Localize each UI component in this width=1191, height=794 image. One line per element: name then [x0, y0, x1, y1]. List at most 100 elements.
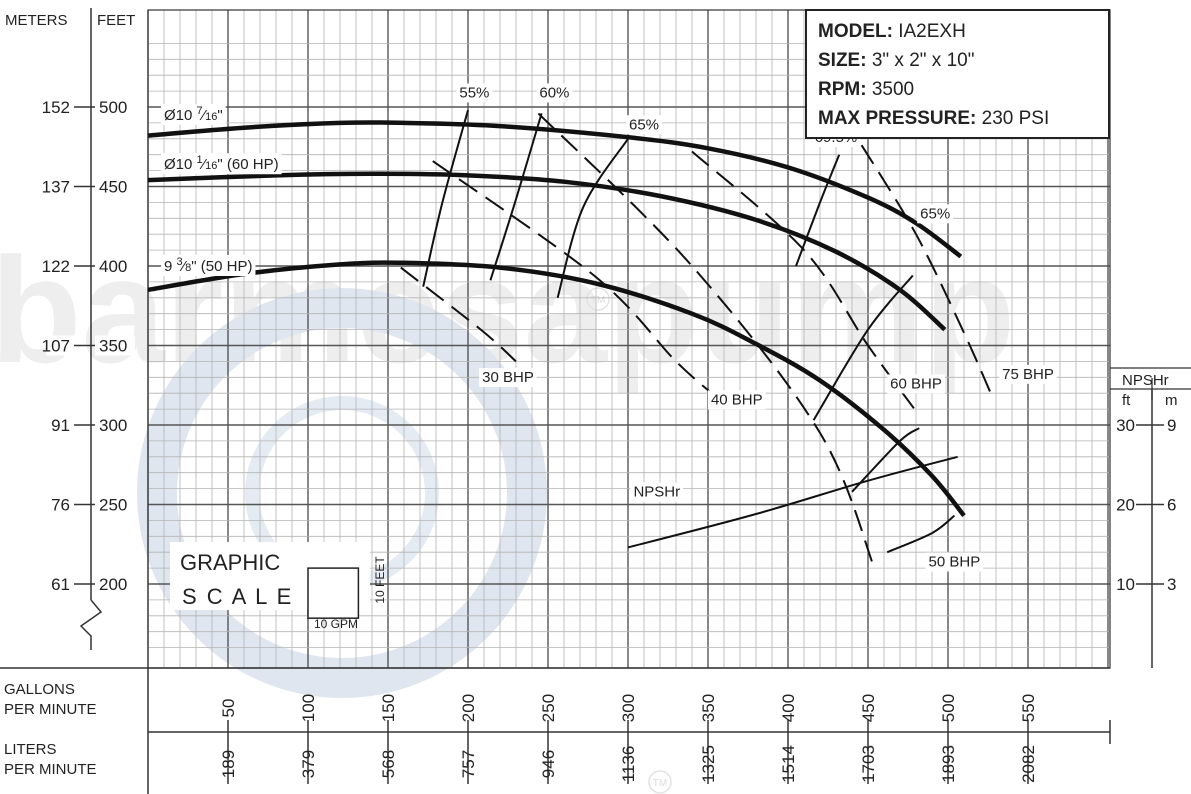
y-tick-bg: [95, 494, 135, 515]
gpm-tick-label: 400: [779, 694, 798, 722]
m-tick-bg: [46, 335, 74, 356]
npshr-title: NPSHr: [1122, 372, 1169, 389]
npshr-m-tick-label: 6: [1167, 496, 1176, 515]
x-tick: 150 568: [379, 694, 398, 784]
gpm-tick-label: 150: [379, 694, 398, 722]
lpm-tick-label: 757: [459, 750, 478, 778]
efficiency-label: 65%: [629, 116, 659, 133]
gpm-tick-label: 500: [939, 694, 958, 722]
efficiency-curve: [489, 113, 543, 281]
bhp-label-bg: [887, 374, 945, 394]
meters-tick-label: 61: [51, 575, 70, 594]
head-curve-label: 9 3⁄8" (50 HP): [164, 256, 252, 275]
y-tick-bg: [95, 415, 135, 435]
head-curve-label: Ø10 1⁄16" (60 HP): [164, 154, 279, 173]
y-tick-bg: [95, 574, 135, 594]
info-row: SIZE: 3" x 2" x 10": [818, 50, 974, 71]
feet-tick-label: 500: [99, 98, 127, 117]
npshr-curve: [627, 455, 958, 549]
bhp-label: 60 BHP: [890, 375, 942, 392]
meters-tick-label: 91: [51, 416, 70, 435]
efficiency-curve: [795, 154, 841, 267]
chart-curves: [147, 109, 994, 569]
bhp-curve: [432, 160, 719, 399]
meters-tick-label: 122: [42, 257, 70, 276]
m-tick-bg: [46, 415, 74, 435]
lpm-tick-label: 189: [219, 750, 238, 778]
m-tick-bg: [46, 574, 74, 594]
efficiency-label-bg: [536, 83, 573, 103]
lpm-axis-label: LITERS: [4, 741, 57, 758]
y-tick: 200 61: [46, 574, 135, 594]
lpm-tick-label: 1325: [699, 745, 718, 783]
gpm-tick-label: 100: [299, 694, 318, 722]
npshr-tick: 30 9: [1116, 416, 1176, 435]
y-tick: 250 76: [46, 494, 135, 515]
gpm-axis-label: GALLONS: [4, 681, 75, 698]
gpm-tick-label: 550: [1019, 694, 1038, 722]
y-tick-bg: [95, 176, 135, 197]
npshr-ft-tick-label: 10: [1116, 575, 1135, 594]
feet-tick-label: 300: [99, 416, 127, 435]
m-tick-bg: [46, 256, 74, 276]
chart-axes: METERS FEET500152450137400122350107300912…: [4, 12, 1191, 784]
gpm-axis-label: PER MINUTE: [4, 701, 97, 718]
chart-curve-labels: Ø10 7⁄16" Ø10 1⁄16" (60 HP) 9 3⁄8" (50 HP)…: [161, 83, 1057, 572]
npshr-curve-label: NPSHr: [633, 484, 680, 501]
npshr-tick: 10 3: [1116, 575, 1176, 594]
y-tick-bg: [95, 256, 135, 276]
efficiency-curve: [812, 274, 914, 421]
scale-y-label: 10 FEET: [373, 556, 387, 604]
npshr-axis: NPSHr ft m 30 9 20 6 10 3: [1110, 367, 1191, 668]
trademark-circle: [648, 770, 672, 794]
feet-tick-label: 450: [99, 178, 127, 197]
trademark-icon: TM: [648, 770, 672, 794]
head-curve-label: Ø10 7⁄16": [164, 105, 223, 124]
npshr-ft-tick-label: 20: [1116, 496, 1135, 515]
meters-axis-label: METERS: [5, 12, 68, 29]
meters-tick-label: 76: [51, 496, 70, 515]
npshr-m-tick-label: 3: [1167, 575, 1176, 594]
head-curve: [147, 171, 947, 332]
x-tick: 300 1136: [619, 694, 638, 784]
x-tick: 250 946: [539, 694, 558, 784]
gpm-tick-label: 300: [619, 694, 638, 722]
lpm-axis-label: PER MINUTE: [4, 761, 97, 778]
gpm-tick-label: 350: [699, 694, 718, 722]
y-tick-bg: [95, 97, 135, 117]
efficiency-label: 55%: [459, 84, 489, 101]
m-tick-bg: [46, 97, 74, 117]
efficiency-label: 65%: [920, 205, 950, 222]
x-tick: 500 1893: [939, 694, 958, 784]
gpm-tick-label: 450: [859, 694, 878, 722]
trademark-icon: TM: [586, 287, 610, 311]
meters-tick-label: 137: [42, 178, 70, 197]
bhp-label: 75 BHP: [1002, 366, 1054, 383]
head-label-bg: [161, 153, 282, 175]
efficiency-label-bg: [625, 115, 663, 135]
feet-tick-label: 400: [99, 257, 127, 276]
bhp-curve: [400, 266, 517, 363]
trademark-text: TM: [591, 295, 605, 306]
y-tick: 500 152: [42, 97, 135, 117]
npshr-m-tick-label: 9: [1167, 416, 1176, 435]
gpm-tick-label: 200: [459, 694, 478, 722]
head-curve: [147, 260, 966, 518]
feet-tick-label: 250: [99, 496, 127, 515]
bhp-curve: [860, 144, 994, 399]
bhp-label-bg: [925, 552, 984, 572]
lpm-tick-label: 2082: [1019, 745, 1038, 783]
info-box-border: [805, 9, 1110, 139]
efficiency-label-bg: [456, 83, 493, 103]
m-tick-bg: [46, 494, 74, 515]
lpm-tick-label: 946: [539, 750, 558, 778]
m-tick-bg: [46, 176, 74, 197]
y-tick-bg: [95, 335, 135, 356]
x-tick: 350 1325: [699, 694, 718, 784]
feet-tick-label: 200: [99, 575, 127, 594]
info-row: MAX PRESSURE: 230 PSI: [818, 108, 1049, 129]
feet-tick-label: 350: [99, 337, 127, 356]
graphic-scale: GRAPHIC S C A L E 10 GPM 10 FEET: [170, 542, 387, 631]
lpm-tick-label: 1136: [619, 746, 638, 783]
